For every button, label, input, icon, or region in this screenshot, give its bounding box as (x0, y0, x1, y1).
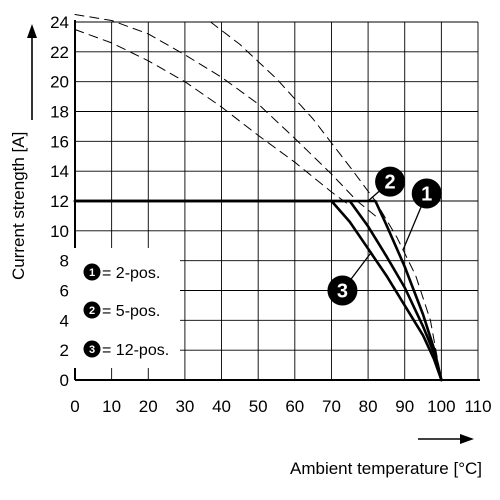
x-tick-label: 30 (175, 397, 194, 416)
y-tick-label: 22 (50, 43, 69, 62)
x-tick-label: 80 (359, 397, 378, 416)
curve-labels: 1 2 3 (327, 166, 442, 306)
curve-3-marker-icon (327, 275, 358, 306)
y-axis-arrow-icon (27, 24, 37, 38)
series-line-3-solid (73, 199, 443, 382)
x-tick-label: 110 (464, 397, 491, 416)
legend-label-2: = 5-pos. (102, 303, 160, 320)
curve-2-marker-label: 2 (385, 172, 396, 194)
series-layer (73, 14, 443, 382)
curve-1-marker-icon (411, 178, 442, 209)
y-tick-label: 20 (50, 73, 69, 92)
x-axis-title-group: Ambient temperature [°C] (290, 434, 482, 478)
legend-entry-2: 2 = 5-pos. (83, 301, 160, 320)
y-tick-label: 4 (60, 311, 69, 330)
y-tick-label: 12 (50, 192, 69, 211)
legend-marker-2-icon (83, 301, 101, 319)
legend-marker-2-label: 2 (89, 305, 95, 317)
curve-3-marker-label: 3 (337, 281, 348, 303)
x-tick-label: 50 (249, 397, 268, 416)
x-tick-label: 90 (395, 397, 414, 416)
series-line-1-dashed (210, 21, 442, 381)
legend-label-3: = 12-pos. (102, 342, 169, 359)
y-tick-label: 14 (50, 162, 69, 181)
y-tick-label: 2 (60, 341, 69, 360)
series-line-2-solid (73, 199, 443, 382)
legend-entry-3: 3 = 12-pos. (83, 340, 169, 359)
x-axis-title: Ambient temperature [°C] (290, 459, 482, 478)
legend-entry-1: 1 = 2-pos. (83, 263, 160, 282)
x-tick-label: 40 (212, 397, 231, 416)
curve-2-marker-icon (375, 166, 406, 197)
y-axis-title: Current strength [A] (9, 132, 28, 280)
y-tick-label: 0 (60, 371, 69, 390)
x-tick-label: 0 (70, 397, 79, 416)
y-tick-label: 24 (50, 13, 69, 32)
x-tick-label: 100 (427, 397, 455, 416)
legend-label-1: = 2-pos. (102, 265, 160, 282)
x-tick-labels: 0 10 20 30 40 50 60 70 80 90 100 110 (70, 397, 491, 416)
x-tick-label: 60 (285, 397, 304, 416)
series-line-2-dashed (74, 14, 376, 217)
x-tick-label: 20 (139, 397, 158, 416)
x-tick-label: 70 (322, 397, 341, 416)
legend-marker-1-icon (83, 263, 101, 281)
curve-1-marker-label: 1 (421, 184, 432, 206)
legend-marker-1-label: 1 (89, 267, 95, 279)
y-tick-label: 16 (50, 132, 69, 151)
legend-marker-3-label: 3 (89, 344, 95, 356)
y-tick-label: 18 (50, 103, 69, 122)
y-tick-label: 10 (50, 222, 69, 241)
legend-marker-3-icon (83, 340, 101, 358)
y-axis-title-group: Current strength [A] (9, 24, 37, 280)
y-tick-label: 6 (60, 282, 69, 301)
y-tick-label: 8 (60, 252, 69, 271)
series-line-3-dashed (74, 29, 351, 206)
legend: 1 = 2-pos. 2 = 5-pos. 3 = 12-pos. (74, 248, 180, 368)
x-axis-arrow-icon (460, 434, 474, 444)
x-tick-label: 10 (102, 397, 121, 416)
